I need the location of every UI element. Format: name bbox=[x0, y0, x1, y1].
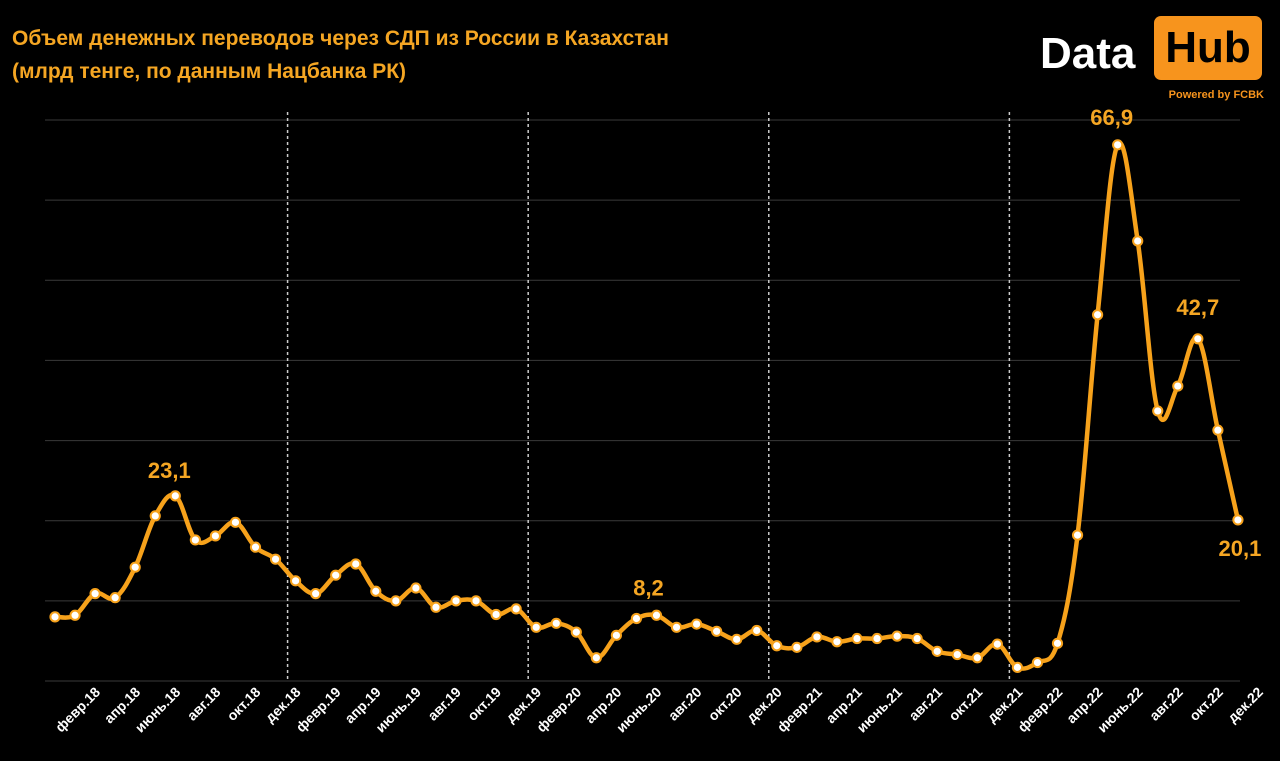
data-point bbox=[249, 541, 262, 553]
data-point bbox=[1051, 637, 1064, 649]
data-label: 66,9 bbox=[1090, 105, 1133, 130]
data-point bbox=[450, 595, 462, 607]
data-point bbox=[650, 609, 663, 621]
data-point bbox=[1031, 656, 1044, 669]
data-label: 20,1 bbox=[1219, 536, 1262, 561]
x-tick-label: окт.18 bbox=[224, 684, 264, 724]
data-point bbox=[169, 490, 181, 502]
data-point bbox=[731, 633, 743, 645]
data-point bbox=[811, 631, 823, 643]
data-point bbox=[1232, 514, 1244, 526]
x-tick-label: февр.21 bbox=[774, 684, 825, 735]
x-tick-label: февр.18 bbox=[52, 684, 103, 735]
data-point bbox=[229, 516, 242, 528]
data-point bbox=[310, 588, 322, 600]
data-label: 23,1 bbox=[148, 458, 191, 483]
x-tick-label: окт.21 bbox=[945, 684, 985, 724]
data-point bbox=[791, 641, 803, 653]
data-point bbox=[550, 617, 562, 629]
data-point bbox=[771, 640, 783, 652]
chart-title: Объем денежных переводов через СДП из Ро… bbox=[12, 22, 669, 88]
data-point bbox=[430, 601, 442, 613]
data-point bbox=[89, 588, 101, 600]
logo-hub-box: Hub bbox=[1154, 16, 1262, 80]
logo-powered-by: Powered by FCBK bbox=[1168, 89, 1264, 101]
data-point bbox=[189, 534, 201, 546]
data-point bbox=[971, 652, 983, 664]
x-tick-label: февр.20 bbox=[533, 684, 584, 735]
x-tick-label: авг.20 bbox=[665, 684, 705, 724]
data-point bbox=[209, 530, 221, 542]
x-tick-label: авг.18 bbox=[184, 684, 224, 724]
data-point bbox=[610, 629, 623, 641]
x-tick-label: авг.22 bbox=[1146, 684, 1186, 724]
data-point bbox=[69, 609, 81, 621]
data-point bbox=[931, 645, 943, 657]
data-point bbox=[330, 569, 342, 581]
chart-title-line1: Объем денежных переводов через СДП из Ро… bbox=[12, 27, 669, 50]
data-point bbox=[911, 632, 923, 645]
x-tick-label: февр.19 bbox=[293, 684, 344, 735]
data-point bbox=[590, 652, 602, 664]
data-point bbox=[871, 632, 883, 645]
data-point bbox=[530, 621, 542, 633]
data-point bbox=[951, 648, 963, 661]
data-point bbox=[691, 618, 703, 630]
x-tick-label: авг.19 bbox=[424, 684, 464, 724]
data-point bbox=[991, 638, 1003, 650]
data-point bbox=[470, 595, 482, 607]
x-tick-label: окт.22 bbox=[1186, 684, 1226, 724]
data-point bbox=[1152, 405, 1164, 417]
data-point bbox=[109, 592, 121, 604]
data-point bbox=[390, 595, 402, 607]
data-point bbox=[570, 626, 582, 638]
data-point bbox=[49, 611, 61, 623]
data-point bbox=[851, 632, 863, 645]
data-point bbox=[370, 585, 382, 597]
x-tick-label: авг.21 bbox=[905, 684, 945, 724]
logo-data-text: Data bbox=[1040, 29, 1136, 78]
x-tick-label: февр.22 bbox=[1014, 684, 1065, 735]
data-point bbox=[891, 630, 903, 642]
x-tick-label: окт.19 bbox=[464, 684, 504, 724]
data-label: 8,2 bbox=[633, 575, 664, 600]
x-tick-label: окт.20 bbox=[705, 684, 745, 724]
data-point bbox=[1011, 661, 1024, 673]
chart-subtitle: (млрд тенге, по данным Нацбанка РК) bbox=[12, 60, 407, 83]
data-point bbox=[1132, 235, 1144, 247]
data-point bbox=[1192, 333, 1204, 345]
data-point bbox=[751, 624, 763, 637]
data-point bbox=[1212, 424, 1224, 436]
data-point bbox=[490, 608, 502, 621]
data-point bbox=[149, 510, 161, 522]
data-point bbox=[350, 558, 362, 570]
datahub-logo: Data Hub Powered by FCBK bbox=[1040, 14, 1266, 104]
data-point bbox=[1172, 380, 1184, 392]
data-point bbox=[630, 612, 643, 625]
data-point bbox=[711, 625, 723, 637]
data-point bbox=[1092, 309, 1104, 321]
data-point bbox=[410, 582, 422, 594]
data-point bbox=[1071, 529, 1084, 541]
data-point bbox=[129, 561, 141, 573]
data-point bbox=[269, 553, 282, 565]
x-tick-label: дек.22 bbox=[1224, 684, 1266, 726]
data-point bbox=[831, 636, 843, 648]
data-label: 42,7 bbox=[1176, 295, 1219, 320]
data-point bbox=[290, 575, 302, 587]
data-point bbox=[1112, 139, 1124, 151]
data-point bbox=[670, 621, 683, 633]
data-point bbox=[510, 603, 522, 615]
